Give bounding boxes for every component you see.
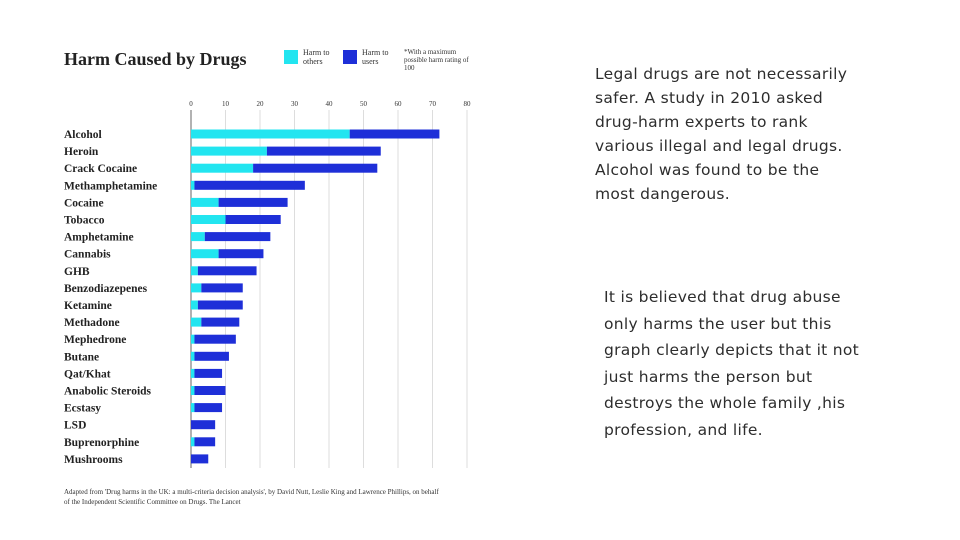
drug-abuse-paragraph: It is believed that drug abuse only harm… — [604, 288, 860, 439]
bar-methadone-others — [191, 317, 202, 327]
bar-mephedrone-others — [191, 334, 195, 344]
bar-buprenorphine-users — [194, 437, 216, 447]
source-note: Adapted from 'Drug harms in the UK: a mu… — [64, 488, 439, 506]
bar-cannabis-others — [191, 249, 219, 259]
bar-mushrooms-users — [191, 454, 209, 464]
bar-cannabis-users — [218, 249, 264, 259]
category-label-buprenorphine: Buprenorphine — [64, 437, 139, 449]
legal-drugs-paragraph: Legal drugs are not necessarily safer. A… — [595, 65, 848, 203]
bar-heroin-others — [191, 146, 267, 156]
bar-buprenorphine-others — [191, 437, 195, 447]
bar-methadone-users — [201, 317, 240, 327]
bar-tobacco-users — [225, 215, 281, 224]
category-label-methamphetamine: Methamphetamine — [64, 180, 157, 192]
category-label-mephedrone: Mephedrone — [64, 334, 126, 346]
bar-methamphetamine-users — [194, 180, 305, 190]
category-label-ecstasy: Ecstasy — [64, 403, 101, 415]
category-label-crack-cocaine: Crack Cocaine — [64, 163, 137, 175]
legend-swatch-harm-to-others — [284, 50, 298, 64]
category-label-ghb: GHB — [64, 266, 90, 278]
category-label-cannabis: Cannabis — [64, 249, 111, 261]
chart-title: Harm Caused by Drugs — [64, 49, 247, 69]
category-label-benzodiazepenes: Benzodiazepenes — [64, 283, 148, 295]
tick-label-60: 60 — [395, 100, 403, 108]
tick-label-80: 80 — [464, 100, 472, 108]
bar-alcohol-others — [191, 129, 350, 139]
bar-ketamine-users — [197, 300, 243, 310]
category-label-ketamine: Ketamine — [64, 300, 112, 312]
bar-butane-others — [191, 351, 195, 361]
category-label-butane: Butane — [64, 351, 99, 363]
category-label-cocaine: Cocaine — [64, 197, 104, 209]
category-label-heroin: Heroin — [64, 146, 99, 158]
bar-alcohol-users — [349, 129, 440, 139]
category-label-anabolic-steroids: Anabolic Steroids — [64, 386, 152, 398]
bar-crack-cocaine-others — [191, 163, 254, 173]
bar-ghb-others — [191, 266, 198, 276]
bar-mephedrone-users — [194, 334, 236, 344]
harm-chart: Harm Caused by Drugs Harm to others Harm… — [55, 40, 485, 520]
bar-amphetamine-others — [191, 232, 205, 242]
category-label-tobacco: Tobacco — [64, 215, 105, 227]
tick-label-10: 10 — [222, 100, 230, 108]
bar-qat-khat-others — [191, 368, 195, 378]
bar-amphetamine-users — [204, 232, 271, 242]
bar-butane-users — [194, 351, 229, 361]
bar-crack-cocaine-users — [253, 163, 378, 173]
bar-lsd-users — [191, 420, 216, 430]
bar-tobacco-others — [191, 215, 226, 224]
tick-label-70: 70 — [429, 100, 437, 108]
bar-qat-khat-users — [194, 368, 223, 378]
category-label-lsd: LSD — [64, 420, 86, 432]
tick-label-30: 30 — [291, 100, 299, 108]
bar-ecstasy-others — [191, 403, 195, 413]
legend-label-harm-to-others: Harm to others — [303, 48, 330, 66]
bar-cocaine-others — [191, 197, 219, 207]
legend-label-harm-to-users: Harm to users — [362, 48, 389, 66]
bar-ketamine-others — [191, 300, 198, 310]
tick-label-40: 40 — [326, 100, 334, 108]
bar-ghb-users — [197, 266, 257, 276]
bar-benzodiazepenes-users — [201, 283, 243, 293]
category-label-qat-khat: Qat/Khat — [64, 368, 111, 380]
bar-benzodiazepenes-others — [191, 283, 202, 293]
category-label-mushrooms: Mushrooms — [64, 454, 123, 466]
bar-ecstasy-users — [194, 403, 223, 413]
bar-heroin-users — [266, 146, 381, 156]
bar-cocaine-users — [218, 197, 288, 207]
category-label-methadone: Methadone — [64, 317, 120, 329]
bar-methamphetamine-others — [191, 180, 195, 190]
tick-label-20: 20 — [257, 100, 265, 108]
category-label-amphetamine: Amphetamine — [64, 232, 134, 244]
legend-swatch-harm-to-users — [343, 50, 357, 64]
bar-anabolic-steroids-users — [194, 386, 226, 395]
bar-anabolic-steroids-others — [191, 386, 195, 395]
tick-label-0: 0 — [189, 100, 193, 108]
bar-chart-svg: 0 10 20 30 40 50 60 70 80 Alcohol Heroin Crack Coca… — [64, 100, 472, 468]
category-label-alcohol: Alcohol — [64, 129, 102, 141]
tick-label-50: 50 — [360, 100, 368, 108]
legend-note: *With a maximum possible harm rating of … — [404, 48, 469, 72]
